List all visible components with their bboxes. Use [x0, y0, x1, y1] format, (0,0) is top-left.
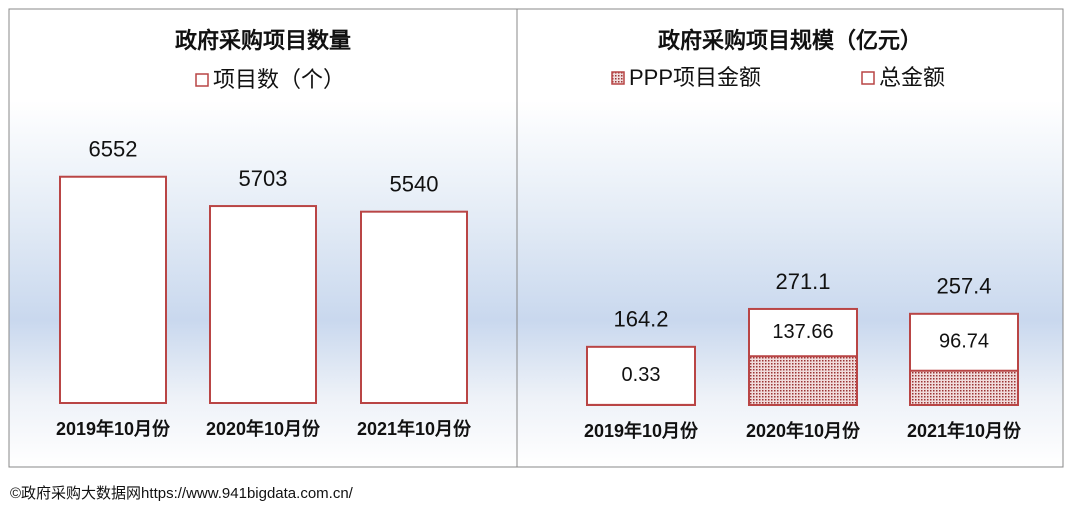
legend-swatch — [612, 72, 624, 84]
x-tick-label: 2020年10月份 — [746, 420, 861, 441]
data-label: 257.4 — [936, 274, 991, 299]
x-tick-label: 2021年10月份 — [357, 418, 472, 439]
x-tick-label: 2021年10月份 — [907, 420, 1022, 441]
bar — [60, 177, 166, 403]
legend-label: 项目数（个） — [213, 67, 345, 92]
x-tick-label: 2020年10月份 — [206, 418, 321, 439]
x-tick-label: 2019年10月份 — [56, 418, 171, 439]
legend-label: 总金额 — [879, 65, 945, 90]
legend-swatch — [862, 72, 874, 84]
bar — [749, 356, 857, 405]
chart-title: 政府采购项目规模（亿元） — [658, 28, 922, 53]
data-label: 96.74 — [939, 331, 989, 353]
legend-label: PPP项目金额 — [629, 65, 761, 90]
data-label: 137.66 — [772, 321, 833, 343]
bar — [361, 212, 467, 403]
data-label: 6552 — [89, 137, 138, 162]
x-tick-label: 2019年10月份 — [584, 420, 699, 441]
data-label: 271.1 — [775, 269, 830, 294]
chart-title: 政府采购项目数量 — [175, 28, 351, 53]
bar — [210, 206, 316, 403]
data-label: 164.2 — [613, 307, 668, 332]
data-label: 5540 — [390, 171, 439, 196]
data-label: 5703 — [239, 166, 288, 191]
bar — [910, 371, 1018, 405]
source: ©政府采购大数据网https://www.941bigdata.com.cn/ — [10, 485, 354, 502]
legend-swatch — [196, 74, 208, 86]
data-label: 0.33 — [622, 364, 661, 386]
